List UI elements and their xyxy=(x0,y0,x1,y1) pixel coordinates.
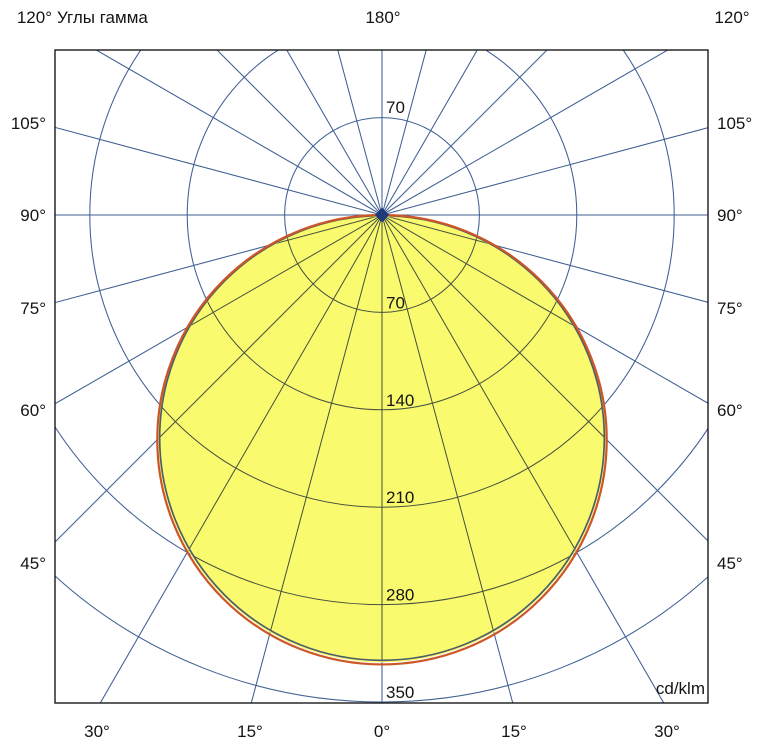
ring-value-label: 70 xyxy=(386,98,405,117)
ring-value-label: 210 xyxy=(386,488,414,507)
angle-label-left-90: 90° xyxy=(20,206,46,225)
grid-spoke xyxy=(382,0,764,215)
grid-spoke xyxy=(160,217,383,661)
pole-marker xyxy=(375,207,389,223)
grid-spoke xyxy=(0,0,382,215)
angle-label-bottom-0: 0° xyxy=(374,722,390,741)
angle-label-left-60: 60° xyxy=(20,401,46,420)
grid-spoke xyxy=(382,0,764,215)
angle-label-bottom-30r: 30° xyxy=(654,722,680,741)
plot-frame xyxy=(54,49,709,704)
grid-spoke xyxy=(0,0,382,215)
grid-spoke xyxy=(381,50,478,216)
angle-label-left-105: 105° xyxy=(11,114,46,133)
angle-label-right-90: 90° xyxy=(717,206,743,225)
angle-label-top-right: 120° xyxy=(714,8,749,27)
chart-title: Углы гамма xyxy=(57,8,148,27)
ring-value-label: 280 xyxy=(386,586,414,605)
grid-spoke xyxy=(286,50,383,216)
angle-label-top-left: 120° xyxy=(17,8,52,27)
angle-label-left-75: 75° xyxy=(20,299,46,318)
grid-spoke xyxy=(160,217,383,661)
grid-spoke xyxy=(0,0,382,215)
angle-label-bottom-30l: 30° xyxy=(84,722,110,741)
grid-spoke xyxy=(381,50,548,216)
grid-spoke xyxy=(381,217,604,661)
angle-label-left-45: 45° xyxy=(20,554,46,573)
grid-spoke xyxy=(381,217,604,661)
labels: 120° Углы гамма 180° 120° 105° 90° 75° 6… xyxy=(11,8,752,741)
grid-spoke xyxy=(381,50,669,216)
angle-label-bottom-15r: 15° xyxy=(501,722,527,741)
grid-spoke xyxy=(381,214,708,303)
angle-label-bottom-15l: 15° xyxy=(237,722,263,741)
angle-label-right-75: 75° xyxy=(717,299,743,318)
grid-spoke xyxy=(0,0,382,215)
unit-label: cd/klm xyxy=(656,679,705,698)
angle-label-right-105: 105° xyxy=(717,114,752,133)
grid-spoke xyxy=(381,50,427,216)
angle-label-top-center: 180° xyxy=(365,8,400,27)
ring-value-label: 70 xyxy=(386,293,405,312)
grid-spoke xyxy=(55,214,383,304)
grid-spoke xyxy=(382,0,764,215)
angle-label-right-60: 60° xyxy=(717,401,743,420)
grid-spoke xyxy=(381,127,708,216)
grid-spoke xyxy=(337,50,383,216)
ring-value-label: 140 xyxy=(386,391,414,410)
ring-value-label: 350 xyxy=(386,683,414,702)
angle-label-right-45: 45° xyxy=(717,554,743,573)
grid-spoke xyxy=(381,217,604,661)
grid-spoke xyxy=(216,50,383,216)
ring-value-labels: 70 70 140 210 280 350 xyxy=(386,98,414,702)
grid-spoke xyxy=(95,50,383,216)
grid-spoke xyxy=(382,0,764,215)
grid-spoke xyxy=(160,217,383,661)
grid-spoke xyxy=(55,126,383,216)
